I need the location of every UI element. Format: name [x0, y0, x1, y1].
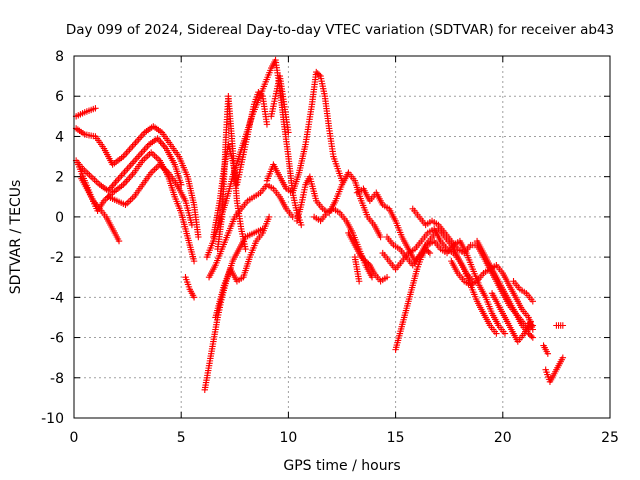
data-point [368, 274, 376, 281]
y-tick-label: 6 [55, 89, 64, 105]
grid-lines [74, 56, 610, 418]
data-point [377, 233, 384, 241]
data-point [365, 260, 372, 268]
data-markers [72, 56, 567, 394]
data-point [315, 71, 323, 78]
data-point [263, 121, 271, 128]
series-track-16 [293, 169, 384, 241]
series-track-4 [75, 149, 198, 265]
series-track-9 [205, 181, 296, 281]
y-tick-label: -8 [50, 371, 64, 387]
y-tick-label: 4 [55, 129, 64, 145]
series-track-14 [263, 68, 346, 196]
series-track-6 [105, 161, 196, 229]
y-tick-label: 2 [55, 170, 64, 186]
data-point [355, 278, 363, 285]
x-tick-labels: 0 5 10 15 20 25 [70, 430, 619, 446]
series-track-13 [212, 213, 273, 321]
series-track-12 [214, 93, 249, 253]
y-tick-labels: -10 -8 -6 -4 -2 0 2 4 6 8 [41, 49, 64, 427]
series-track-28 [510, 278, 537, 305]
data-point [529, 326, 537, 333]
y-tick-label: 8 [55, 49, 64, 65]
x-axis-label: GPS time / hours [283, 458, 400, 474]
data-point [501, 330, 509, 337]
y-tick-label: -6 [50, 331, 64, 347]
x-tick-label: 15 [387, 430, 405, 446]
y-axis-label: SDTVAR / TECUs [8, 180, 24, 295]
y-tick-label: -2 [50, 250, 64, 266]
series-track-27 [488, 290, 534, 345]
data-point [289, 213, 296, 221]
x-tick-label: 5 [177, 430, 186, 446]
axis-ticks [73, 55, 611, 419]
data-point [559, 322, 567, 329]
series-track-2 [72, 123, 202, 241]
data-point [109, 182, 116, 189]
series-track-8 [201, 225, 266, 394]
series-track-19 [351, 253, 363, 285]
series-track-29 [540, 342, 552, 357]
series-track-23 [392, 245, 434, 353]
y-tick-label: -10 [41, 411, 64, 427]
x-tick-label: 0 [70, 430, 79, 446]
data-point [544, 350, 552, 357]
data-point [195, 233, 202, 241]
series-track-15 [268, 72, 292, 136]
data-point [190, 257, 198, 265]
data-point [298, 221, 305, 229]
y-tick-label: 0 [55, 210, 64, 226]
data-point [265, 213, 273, 221]
data-point [115, 237, 123, 245]
series-track-1 [72, 105, 99, 120]
series-track-18 [345, 229, 391, 285]
data-point [527, 318, 534, 325]
data-point [426, 249, 434, 257]
data-point [190, 294, 198, 301]
x-tick-label: 25 [601, 430, 619, 446]
series-track-31 [553, 322, 567, 329]
data-point [155, 136, 163, 144]
chart-title: Day 099 of 2024, Sidereal Day-to-day VTE… [66, 22, 614, 38]
data-point [112, 179, 119, 186]
x-tick-label: 20 [494, 430, 512, 446]
data-point [258, 91, 265, 99]
data-point [188, 221, 196, 229]
data-point [529, 334, 537, 341]
series-track-22 [383, 225, 500, 337]
data-point [559, 354, 567, 361]
series-track-26 [473, 237, 537, 341]
y-tick-label: -4 [50, 290, 64, 306]
data-point [158, 140, 166, 147]
data-point [493, 330, 500, 337]
series-track-30 [542, 354, 567, 385]
data-point [529, 298, 537, 305]
data-point [110, 180, 118, 188]
data-point [528, 333, 535, 340]
x-tick-label: 10 [279, 430, 297, 446]
series-track-5 [77, 173, 123, 245]
data-point [242, 245, 249, 253]
series-track-7 [182, 274, 198, 301]
series-track-3 [72, 135, 185, 194]
data-point [160, 141, 167, 149]
data-point [285, 129, 292, 136]
data-point [425, 248, 432, 255]
data-point [92, 105, 99, 112]
series-track-20 [353, 185, 509, 337]
plot-frame [73, 55, 611, 419]
data-point [383, 274, 391, 281]
